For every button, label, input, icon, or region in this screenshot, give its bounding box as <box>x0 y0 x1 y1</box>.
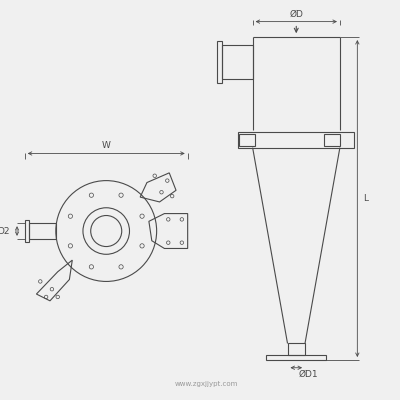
Text: L: L <box>364 194 368 203</box>
Bar <box>238 132 354 148</box>
Bar <box>324 134 340 146</box>
Bar <box>29 223 56 239</box>
Text: D2: D2 <box>0 226 10 236</box>
Text: W: W <box>102 141 111 150</box>
Bar <box>266 355 326 360</box>
Text: ØD1: ØD1 <box>298 370 318 379</box>
Text: www.zgxjjypt.com: www.zgxjjypt.com <box>174 381 238 387</box>
Bar <box>217 41 222 83</box>
Bar <box>25 220 29 242</box>
Text: ØD: ØD <box>289 9 303 18</box>
Bar <box>239 134 254 146</box>
Bar <box>288 344 305 355</box>
Bar <box>222 45 253 79</box>
